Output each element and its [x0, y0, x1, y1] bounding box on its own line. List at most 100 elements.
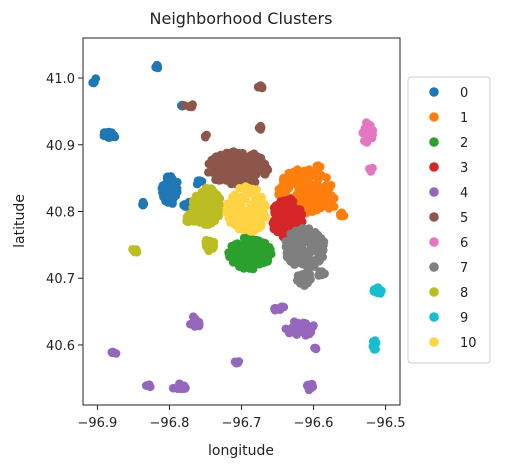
- data-point-cluster-2: [235, 243, 244, 252]
- y-axis-ticks: 40.6 40.7 40.8 40.9 41.0: [46, 72, 83, 354]
- data-point-cluster-3: [297, 217, 307, 227]
- data-point-cluster-1: [323, 192, 333, 202]
- x-tick-label: −96.7: [222, 416, 262, 431]
- data-point-cluster-7: [303, 258, 312, 267]
- data-point-cluster-0: [163, 193, 172, 203]
- data-point-cluster-0: [99, 128, 109, 137]
- legend-marker-6: [429, 237, 439, 247]
- data-point-cluster-4: [307, 383, 316, 393]
- legend-marker-2: [429, 137, 439, 147]
- data-point-cluster-10: [229, 195, 239, 204]
- data-point-cluster-1: [277, 181, 287, 191]
- data-point-cluster-10: [228, 203, 237, 213]
- data-point-cluster-9: [372, 286, 381, 296]
- data-point-cluster-10: [226, 218, 235, 227]
- data-point-cluster-4: [191, 315, 201, 325]
- data-point-cluster-10: [234, 210, 244, 220]
- data-point-cluster-9: [368, 337, 378, 346]
- plot-area: [82, 37, 401, 406]
- data-point-cluster-7: [300, 247, 310, 257]
- data-point-cluster-7: [306, 239, 315, 248]
- legend-marker-4: [429, 187, 439, 197]
- legend-marker-3: [429, 162, 439, 172]
- data-point-cluster-1: [312, 161, 322, 171]
- legend-label-2: 2: [460, 136, 468, 151]
- data-point-cluster-5: [242, 165, 251, 174]
- x-tick-label: −96.9: [77, 416, 117, 431]
- legend-label-10: 10: [460, 336, 477, 351]
- data-point-cluster-0: [90, 78, 99, 87]
- data-point-cluster-8: [200, 188, 210, 198]
- chart-title: Neighborhood Clusters: [150, 9, 333, 28]
- legend-marker-0: [429, 87, 439, 97]
- y-tick-label: 40.9: [46, 139, 75, 154]
- data-point-cluster-5: [208, 156, 218, 166]
- data-point-cluster-7: [304, 269, 313, 279]
- data-point-cluster-4: [181, 383, 190, 393]
- data-point-cluster-8: [209, 241, 218, 251]
- data-point-cluster-7: [291, 245, 300, 255]
- data-point-cluster-10: [237, 192, 246, 202]
- data-point-cluster-3: [278, 215, 287, 225]
- legend-label-3: 3: [460, 161, 468, 176]
- data-point-cluster-8: [183, 212, 192, 221]
- legend-label-7: 7: [460, 261, 468, 276]
- data-point-cluster-3: [278, 197, 288, 207]
- data-point-cluster-6: [362, 118, 371, 127]
- y-tick-label: 40.8: [46, 205, 75, 220]
- data-point-cluster-4: [270, 305, 280, 315]
- data-point-cluster-8: [209, 187, 219, 197]
- legend-label-4: 4: [460, 186, 468, 201]
- data-point-cluster-2: [248, 235, 257, 244]
- data-point-cluster-7: [318, 246, 328, 255]
- data-point-cluster-5: [256, 121, 265, 131]
- x-tick-label: −96.5: [366, 416, 406, 431]
- data-point-cluster-6: [366, 167, 376, 176]
- data-point-cluster-5: [255, 81, 265, 91]
- data-point-cluster-2: [244, 250, 254, 260]
- data-point-cluster-2: [228, 244, 237, 253]
- x-axis-ticks: −96.9 −96.8 −96.7 −96.6 −96.5: [77, 405, 406, 431]
- data-point-cluster-2: [243, 242, 252, 251]
- data-point-cluster-5: [260, 169, 269, 179]
- legend-marker-5: [429, 212, 439, 222]
- data-point-cluster-3: [285, 216, 294, 226]
- data-point-cluster-0: [195, 176, 204, 185]
- legend-label-0: 0: [460, 86, 468, 101]
- data-point-cluster-3: [273, 222, 283, 231]
- data-point-cluster-1: [280, 175, 289, 184]
- legend-marker-9: [429, 312, 439, 322]
- data-point-cluster-5: [231, 161, 240, 171]
- legend: 0 1 2 3 4 5 6 7 8 9 10: [407, 76, 491, 364]
- y-tick-label: 40.6: [46, 339, 75, 354]
- y-axis-label: latitude: [12, 194, 28, 248]
- data-point-cluster-4: [145, 380, 154, 390]
- data-point-cluster-2: [257, 240, 267, 249]
- data-point-cluster-1: [295, 171, 305, 181]
- data-point-cluster-1: [305, 173, 314, 182]
- data-point-cluster-1: [316, 170, 325, 180]
- data-point-cluster-5: [201, 131, 210, 141]
- data-point-cluster-1: [308, 207, 317, 216]
- data-point-cluster-8: [205, 217, 215, 227]
- legend-label-5: 5: [460, 211, 468, 226]
- data-point-cluster-8: [211, 196, 220, 205]
- data-point-cluster-2: [235, 255, 245, 264]
- data-point-cluster-2: [264, 245, 274, 254]
- data-point-cluster-7: [309, 230, 319, 239]
- data-point-cluster-10: [248, 189, 257, 198]
- data-point-cluster-5: [185, 102, 195, 112]
- data-point-cluster-4: [309, 321, 318, 330]
- data-point-cluster-5: [228, 168, 237, 178]
- data-point-cluster-4: [311, 344, 321, 354]
- data-point-cluster-8: [190, 197, 199, 206]
- data-point-cluster-1: [287, 175, 297, 185]
- data-point-cluster-4: [107, 348, 117, 358]
- data-point-cluster-8: [201, 209, 210, 218]
- data-point-cluster-7: [288, 229, 298, 239]
- data-point-cluster-10: [245, 226, 255, 236]
- legend-marker-1: [429, 112, 439, 122]
- data-point-cluster-4: [234, 357, 244, 366]
- data-point-cluster-2: [255, 259, 264, 269]
- data-point-cluster-1: [297, 189, 306, 198]
